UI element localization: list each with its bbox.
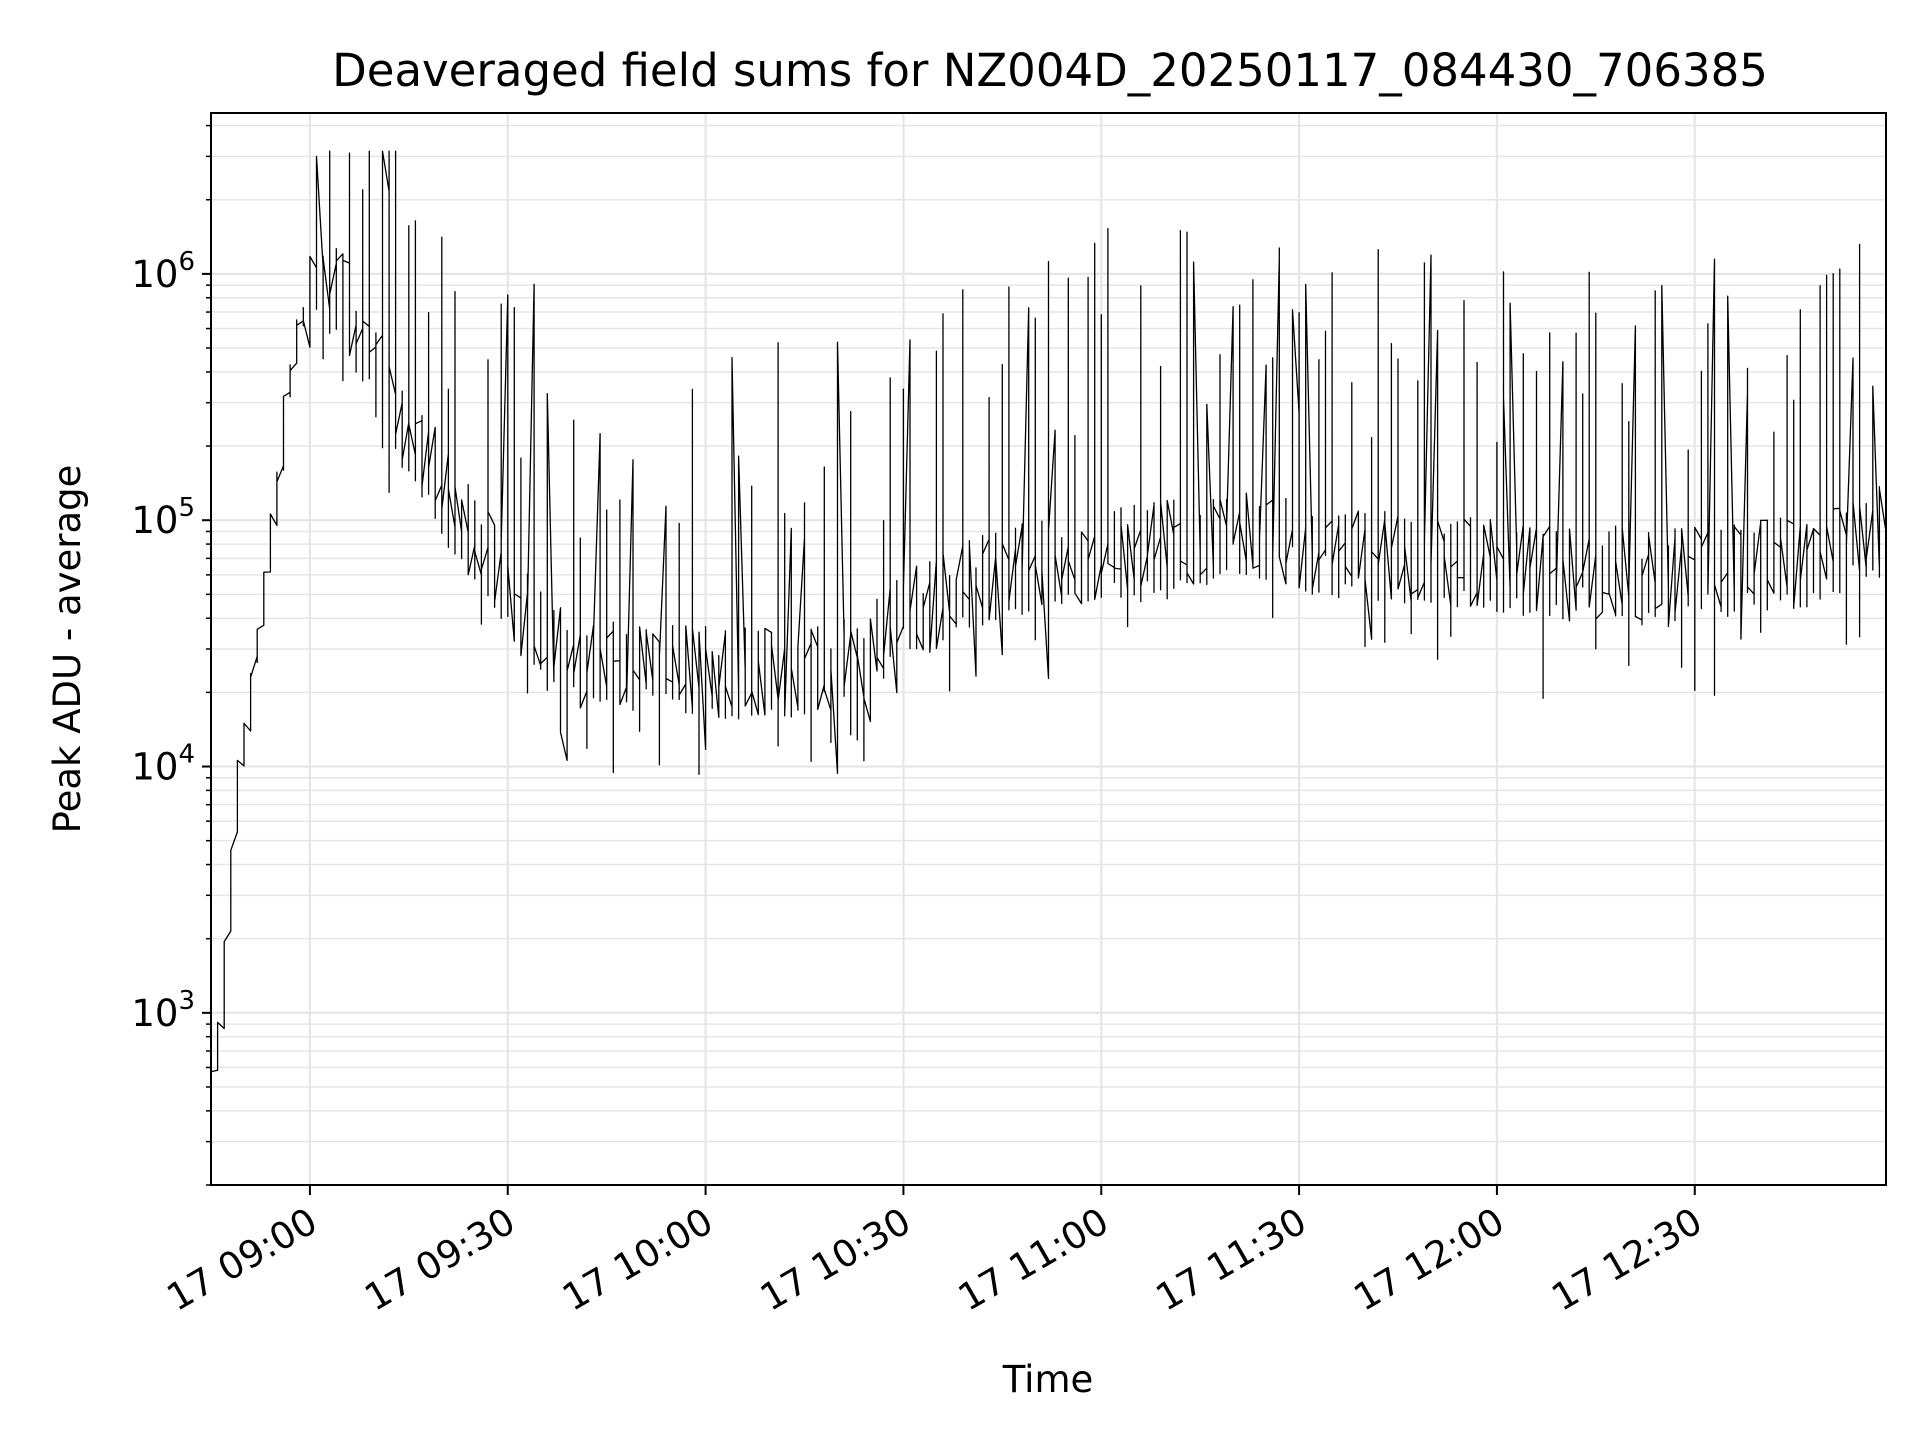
chart-title: Deaveraged field sums for NZ004D_2025011… <box>332 44 1768 97</box>
x-axis-label: Time <box>1002 1358 1094 1401</box>
series-group <box>210 150 1887 1136</box>
y-axis-label: Peak ADU - average <box>46 465 89 834</box>
y-tick-label: 106 <box>131 247 195 296</box>
y-tick-label: 103 <box>131 986 195 1035</box>
y-axis: 103 104 105 106 <box>131 124 211 1186</box>
y-tick-label: 104 <box>131 740 195 789</box>
series-line <box>210 150 1887 1136</box>
y-tick-label: 105 <box>131 493 195 542</box>
